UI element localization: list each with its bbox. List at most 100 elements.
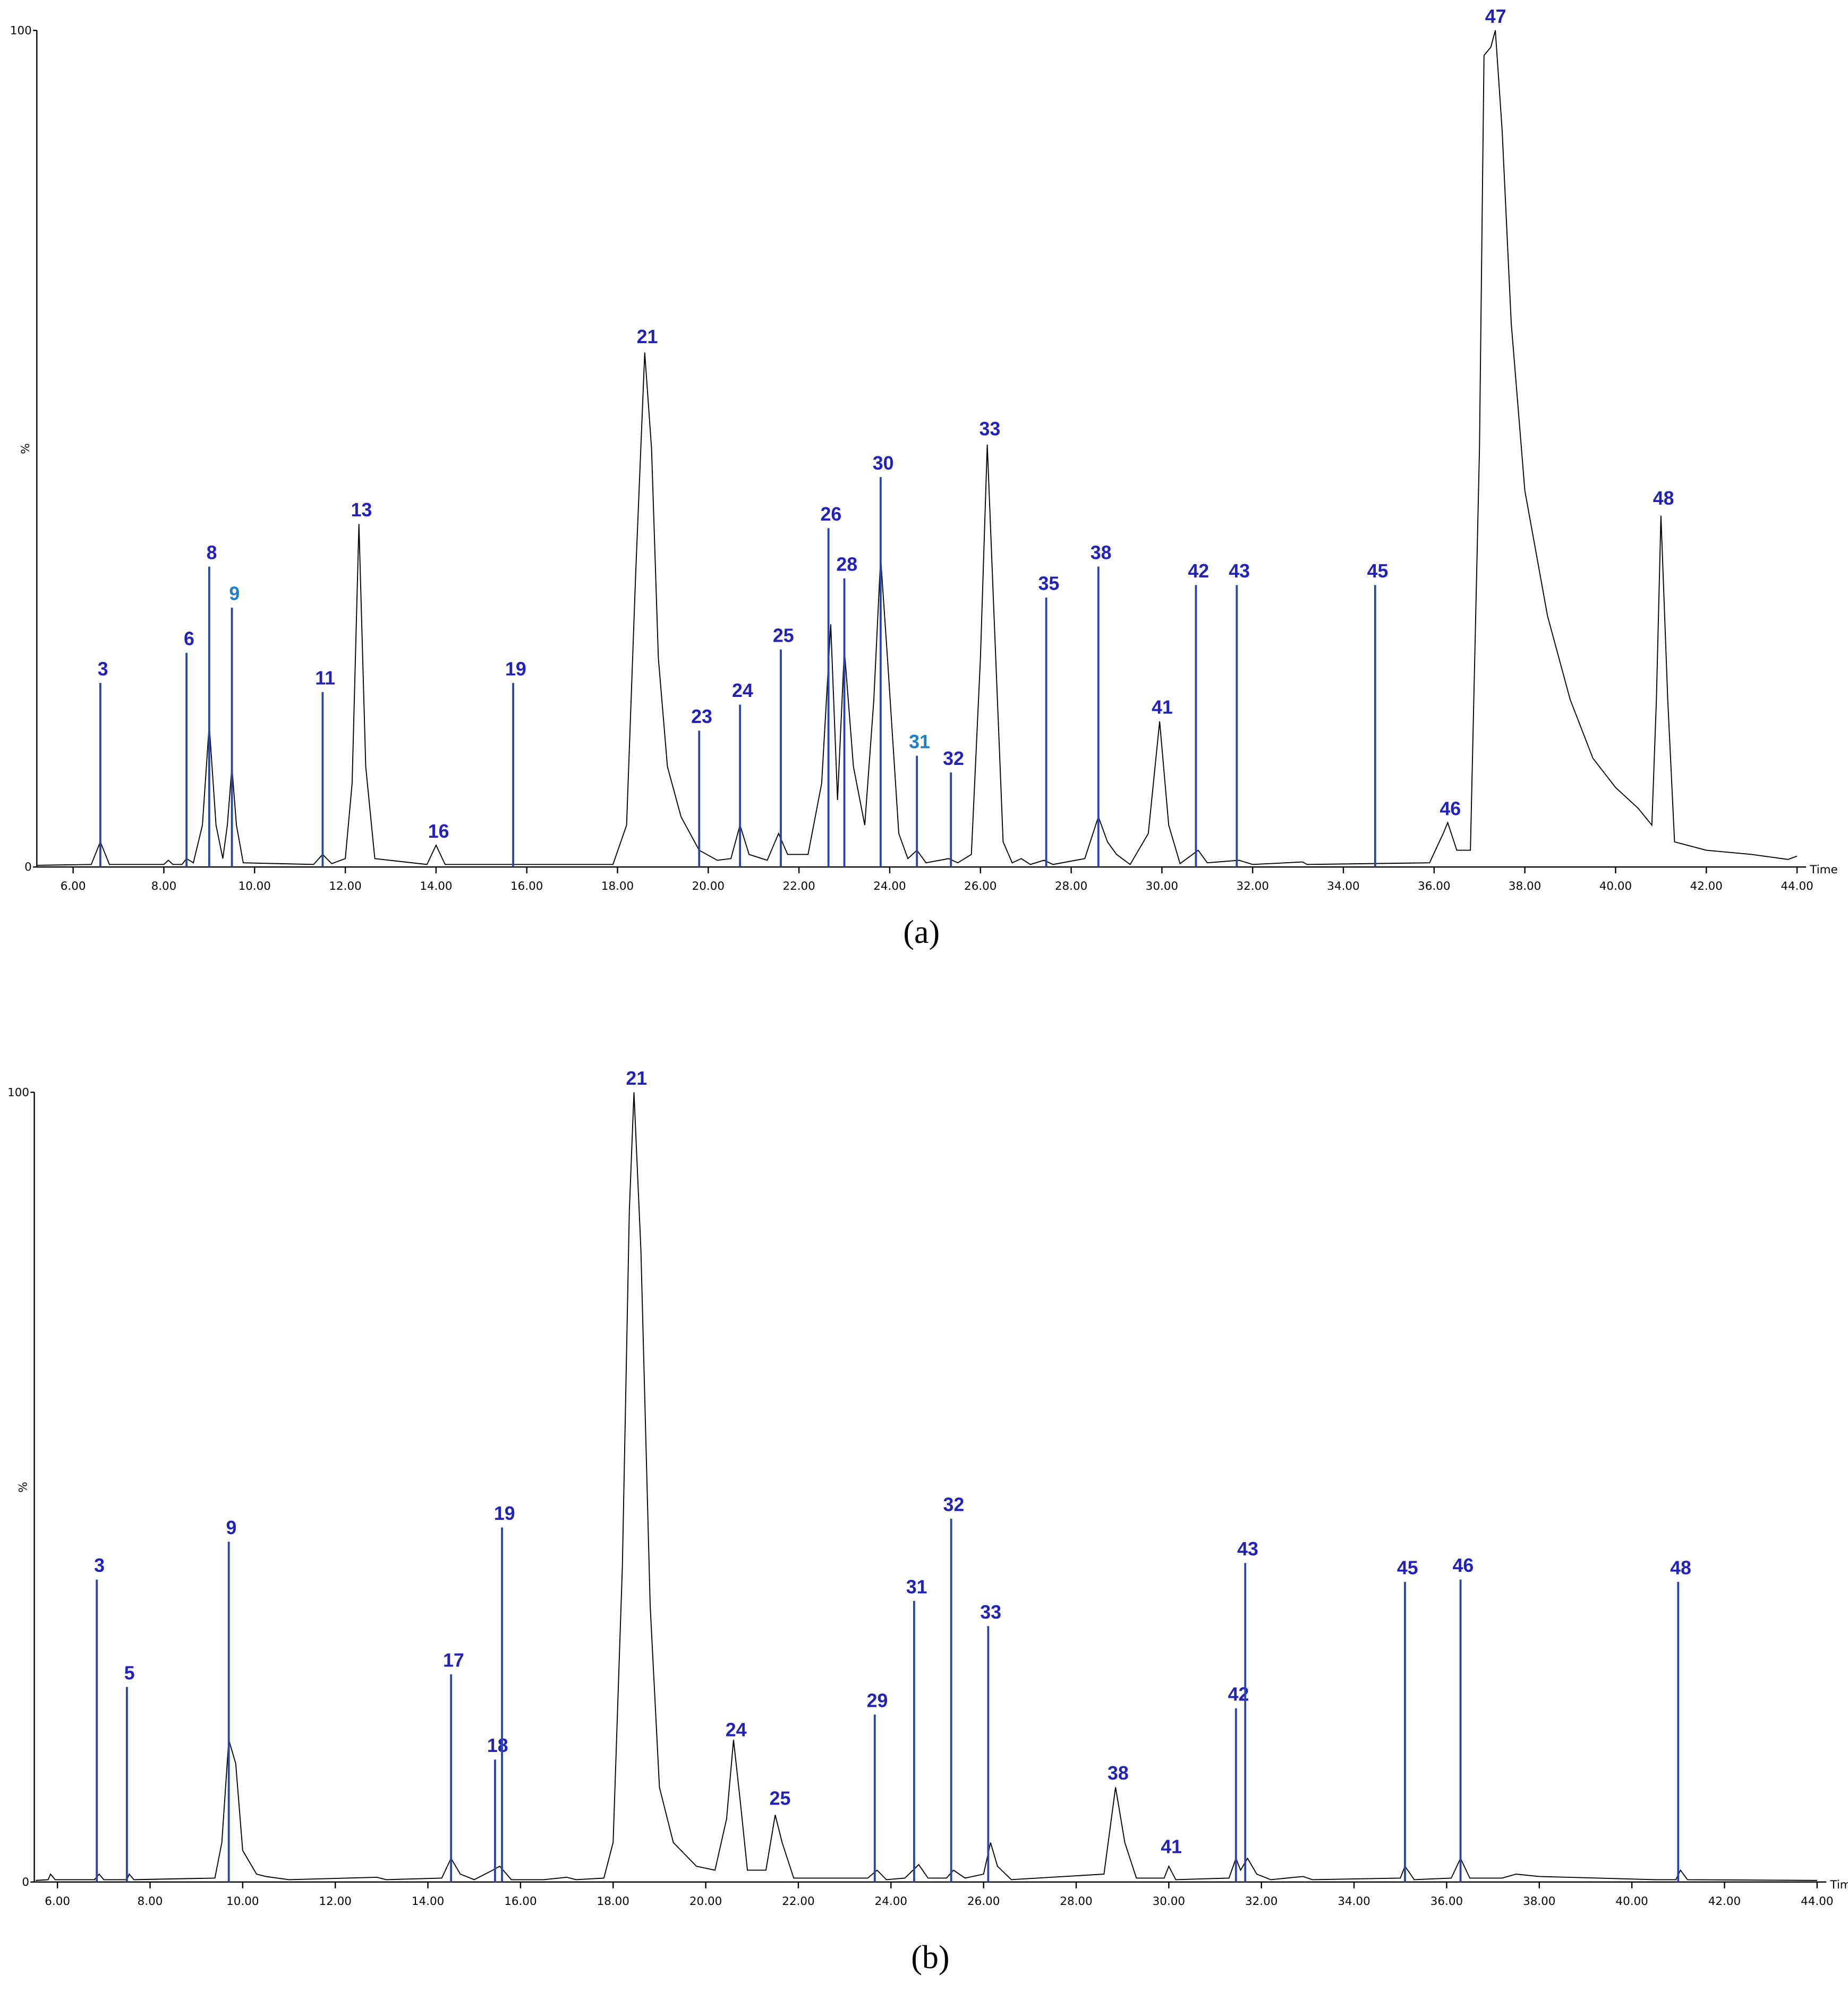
trace [37, 30, 1798, 866]
peak-label: 19 [505, 658, 526, 679]
x-tick-label: 30.00 [1146, 880, 1178, 893]
y-tick-label: 0 [22, 1876, 29, 1889]
x-tick-label: 32.00 [1237, 880, 1269, 893]
y-tick-label: 100 [10, 24, 32, 37]
peak-label: 3 [94, 1555, 105, 1576]
x-tick-label: 42.00 [1708, 1895, 1741, 1908]
x-tick-label: 6.00 [61, 880, 86, 893]
x-tick-label: 20.00 [689, 1895, 722, 1908]
x-tick-label: 8.00 [151, 880, 177, 893]
y-tick-label: 100 [7, 1086, 29, 1099]
peak-label: 38 [1091, 542, 1112, 563]
peak-label: 43 [1237, 1538, 1258, 1560]
peak-label: 23 [691, 706, 712, 727]
x-tick-label: 40.00 [1599, 880, 1632, 893]
peak-label: 46 [1452, 1555, 1474, 1576]
x-tick-label: 12.00 [329, 880, 361, 893]
x-tick-label: 30.00 [1153, 1895, 1185, 1908]
peak-label: 21 [637, 326, 658, 347]
x-tick-label: 14.00 [420, 880, 452, 893]
peak-label: 17 [443, 1650, 464, 1671]
peak-label: 41 [1161, 1836, 1182, 1857]
peak-label: 26 [821, 504, 842, 525]
peak-label: 24 [726, 1719, 747, 1740]
x-tick-label: 44.00 [1801, 1895, 1833, 1908]
x-tick-label: 28.00 [1055, 880, 1087, 893]
x-tick-label: 42.00 [1690, 880, 1723, 893]
x-tick-label: 10.00 [239, 880, 271, 893]
y-axis-label: % [16, 1482, 30, 1492]
x-tick-label: 36.00 [1418, 880, 1450, 893]
peak-label: 43 [1229, 560, 1250, 582]
peak-label: 47 [1485, 6, 1506, 27]
panel-caption: (a) [903, 914, 940, 950]
peak-label: 13 [351, 499, 372, 521]
x-tick-label: 28.00 [1060, 1895, 1092, 1908]
peak-label: 21 [626, 1068, 647, 1089]
peak-label: 19 [494, 1503, 515, 1524]
peak-label: 32 [943, 1494, 965, 1516]
peak-label: 31 [909, 731, 930, 752]
peak-label: 25 [773, 625, 794, 646]
x-tick-label: 22.00 [782, 880, 815, 893]
x-tick-label: 20.00 [692, 880, 725, 893]
peak-label: 48 [1670, 1558, 1691, 1579]
peak-label: 9 [226, 1517, 237, 1538]
peak-label: 45 [1367, 560, 1389, 582]
x-tick-label: 40.00 [1615, 1895, 1648, 1908]
x-tick-label: 44.00 [1781, 880, 1813, 893]
x-tick-label: 34.00 [1327, 880, 1359, 893]
peak-label: 48 [1653, 488, 1674, 509]
x-tick-label: 12.00 [319, 1895, 352, 1908]
peak-label: 32 [943, 748, 964, 769]
peak-label: 8 [207, 542, 217, 563]
x-tick-label: 16.00 [510, 880, 543, 893]
x-tick-label: 18.00 [597, 1895, 629, 1908]
x-tick-label: 26.00 [964, 880, 997, 893]
peak-label: 33 [980, 1602, 1001, 1623]
peak-label: 25 [770, 1788, 791, 1809]
peak-label: 33 [979, 418, 1000, 439]
peak-label: 31 [906, 1576, 927, 1597]
peak-label: 29 [867, 1690, 888, 1711]
x-tick-label: 6.00 [45, 1895, 70, 1908]
peak-label: 35 [1038, 573, 1059, 594]
peak-label: 3 [98, 658, 108, 679]
y-tick-label: 0 [24, 861, 32, 874]
x-tick-label: 38.00 [1523, 1895, 1555, 1908]
peak-label: 28 [836, 554, 857, 575]
peak-label: 11 [315, 668, 335, 689]
peak-label: 42 [1188, 560, 1209, 582]
x-tick-label: 24.00 [875, 1895, 907, 1908]
peak-label: 30 [873, 453, 894, 474]
peak-label: 38 [1108, 1763, 1129, 1784]
x-tick-label: 10.00 [226, 1895, 259, 1908]
peak-label: 41 [1152, 697, 1173, 718]
peak-label: 46 [1440, 798, 1461, 819]
x-tick-label: 14.00 [412, 1895, 444, 1908]
trace [36, 1092, 1817, 1881]
peak-label: 9 [229, 583, 240, 605]
x-tick-label: 34.00 [1338, 1895, 1370, 1908]
peak-label: 6 [184, 628, 194, 650]
x-tick-label: 22.00 [782, 1895, 814, 1908]
panel-caption: (b) [911, 1939, 949, 1976]
x-tick-label: 8.00 [138, 1895, 163, 1908]
peak-label: 45 [1397, 1558, 1418, 1579]
peak-label: 16 [428, 821, 449, 842]
peak-label: 5 [124, 1662, 135, 1683]
peak-label: 18 [487, 1735, 508, 1756]
x-tick-label: 26.00 [967, 1895, 1000, 1908]
x-tick-label: 38.00 [1509, 880, 1541, 893]
x-tick-label: 24.00 [873, 880, 906, 893]
x-tick-label: 36.00 [1430, 1895, 1463, 1908]
x-axis-label: Time [1809, 863, 1837, 877]
x-tick-label: 32.00 [1245, 1895, 1278, 1908]
x-tick-label: 16.00 [504, 1895, 536, 1908]
peak-label: 24 [732, 680, 753, 701]
x-axis-label: Time [1829, 1878, 1848, 1892]
x-tick-label: 18.00 [601, 880, 634, 893]
y-axis-label: % [19, 443, 32, 454]
